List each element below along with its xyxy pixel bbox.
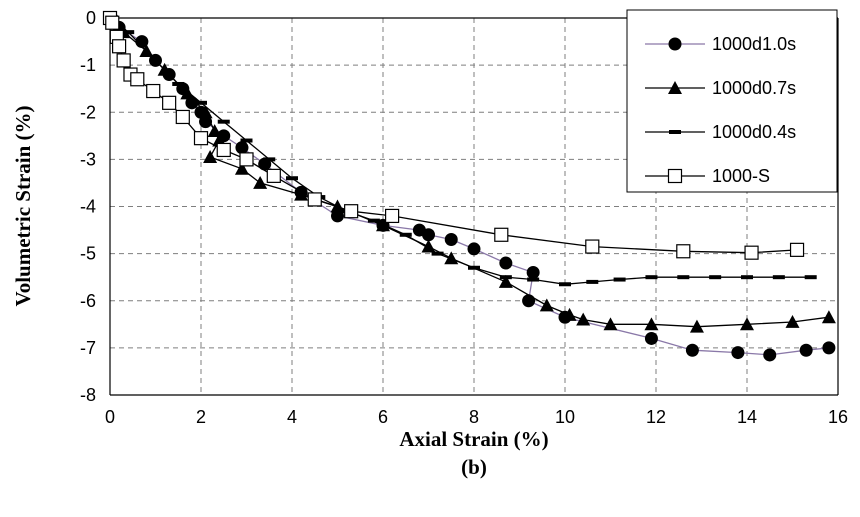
y-tick-label: -1 <box>80 55 96 75</box>
data-point <box>147 85 160 98</box>
data-point <box>267 169 280 182</box>
data-point <box>468 266 480 270</box>
y-tick-labels: 0 -1 -2 -3 -4 -5 -6 -7 -8 <box>80 8 96 405</box>
legend-label: 1000d0.7s <box>712 78 796 98</box>
data-point <box>677 275 689 279</box>
x-tick-label: 16 <box>828 407 848 427</box>
data-point <box>805 275 817 279</box>
y-tick-label: -6 <box>80 291 96 311</box>
legend-marker <box>669 170 682 183</box>
data-point <box>131 73 144 86</box>
legend-label: 1000-S <box>712 166 770 186</box>
data-point <box>800 344 813 357</box>
x-tick-label: 8 <box>469 407 479 427</box>
y-tick-label: -2 <box>80 102 96 122</box>
data-point <box>203 150 217 163</box>
x-tick-label: 14 <box>737 407 757 427</box>
data-point <box>106 16 119 29</box>
legend: 1000d1.0s 1000d0.7s 1000d0.4s 1000-S <box>627 10 837 192</box>
y-tick-label: -8 <box>80 385 96 405</box>
data-point <box>522 294 535 307</box>
data-point <box>586 240 599 253</box>
data-point <box>172 82 184 86</box>
data-point <box>217 143 230 156</box>
legend-marker <box>669 130 681 134</box>
data-point <box>253 176 267 189</box>
data-point <box>614 278 626 282</box>
data-point <box>499 257 512 270</box>
data-point <box>773 275 785 279</box>
data-point <box>422 228 435 241</box>
data-point <box>286 176 298 180</box>
x-tick-label: 4 <box>287 407 297 427</box>
data-point <box>150 58 162 62</box>
data-point <box>195 132 208 145</box>
x-axis-title: Axial Strain (%) <box>399 427 548 451</box>
data-point <box>576 313 590 326</box>
data-point <box>235 141 248 154</box>
y-axis-title: Volumetric Strain (%) <box>11 105 35 306</box>
x-tick-label: 12 <box>646 407 666 427</box>
y-tick-label: -3 <box>80 149 96 169</box>
legend-marker <box>669 38 682 51</box>
data-point <box>263 157 275 161</box>
data-point <box>445 233 458 246</box>
data-point <box>495 228 508 241</box>
y-tick-label: 0 <box>86 8 96 28</box>
data-point <box>308 193 321 206</box>
data-point <box>686 344 699 357</box>
x-tick-label: 0 <box>105 407 115 427</box>
data-point <box>113 40 126 53</box>
data-point <box>645 275 657 279</box>
data-point <box>741 275 753 279</box>
data-point <box>586 280 598 284</box>
data-point <box>645 332 658 345</box>
data-point <box>163 96 176 109</box>
data-point <box>386 209 399 222</box>
x-tick-label: 6 <box>378 407 388 427</box>
data-point <box>432 252 444 256</box>
data-point <box>559 282 571 286</box>
data-point <box>468 242 481 255</box>
data-point <box>745 246 758 259</box>
data-point <box>218 120 230 124</box>
data-point <box>195 101 207 105</box>
legend-label: 1000d0.4s <box>712 122 796 142</box>
legend-label: 1000d1.0s <box>712 34 796 54</box>
data-point <box>240 153 253 166</box>
data-point <box>731 346 744 359</box>
x-tick-label: 10 <box>555 407 575 427</box>
data-point <box>822 341 835 354</box>
data-point <box>791 243 804 256</box>
data-point <box>345 205 358 218</box>
y-tick-label: -4 <box>80 197 96 217</box>
x-tick-labels: 0 2 4 6 8 10 12 14 16 <box>105 407 848 427</box>
data-point <box>117 54 130 67</box>
data-point <box>527 266 540 279</box>
y-tick-label: -7 <box>80 338 96 358</box>
data-point <box>763 348 776 361</box>
data-point <box>368 219 380 223</box>
data-point <box>822 310 836 323</box>
y-tick-label: -5 <box>80 244 96 264</box>
figure-caption: (b) <box>461 455 487 479</box>
data-point <box>677 245 690 258</box>
data-point <box>176 110 189 123</box>
data-point <box>241 139 253 143</box>
data-point <box>500 275 512 279</box>
data-point <box>122 30 134 34</box>
x-tick-label: 2 <box>196 407 206 427</box>
data-point <box>400 233 412 237</box>
data-point <box>709 275 721 279</box>
data-point <box>527 278 539 282</box>
